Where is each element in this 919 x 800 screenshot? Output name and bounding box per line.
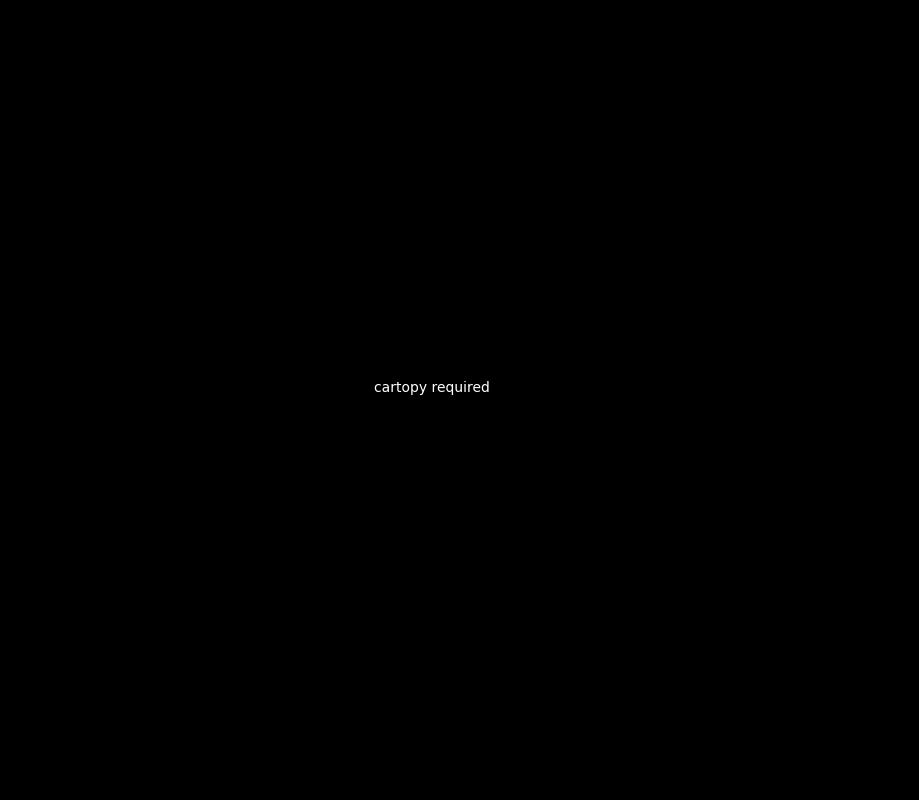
Text: cartopy required: cartopy required	[374, 381, 490, 395]
